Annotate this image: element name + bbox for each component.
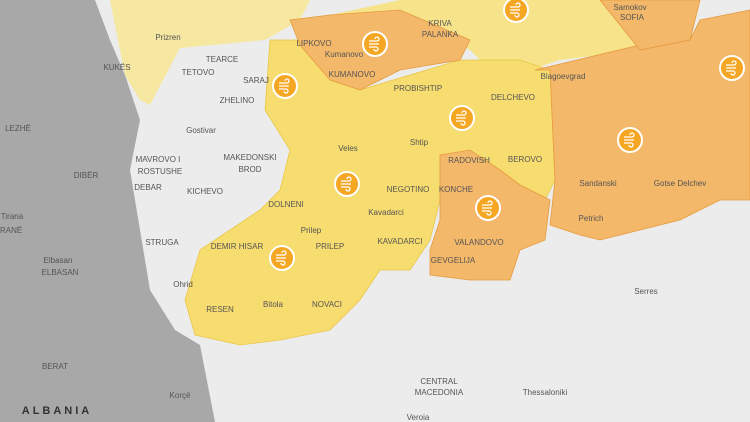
wind-glyph xyxy=(279,78,290,94)
place-label: MAKEDONSKI xyxy=(223,153,276,162)
place-label: SARAJ xyxy=(243,76,269,85)
place-label: Shtip xyxy=(410,138,429,147)
place-label: MAVROVO I xyxy=(136,155,181,164)
place-label: ROSTUSHE xyxy=(138,167,182,176)
place-label: Bitola xyxy=(263,300,284,309)
place-label: Tirana xyxy=(1,212,24,221)
wind-glyph xyxy=(341,176,352,192)
wind-glyph xyxy=(276,250,287,266)
place-label: BERAT xyxy=(42,362,68,371)
place-label: CENTRAL xyxy=(420,377,458,386)
place-label: KUMANOVO xyxy=(329,70,376,79)
wind-glyph xyxy=(624,132,635,148)
wind-glyph xyxy=(482,200,493,216)
place-label: Gotse Delchev xyxy=(654,179,706,188)
place-label: DEBAR xyxy=(134,183,162,192)
place-label: MACEDONIA xyxy=(415,388,464,397)
place-label: DEMIR HISAR xyxy=(211,242,264,251)
wind-glyph xyxy=(726,60,737,76)
place-label: IRANË xyxy=(0,226,22,235)
place-label: KONCHE xyxy=(439,185,473,194)
kosovo-area xyxy=(110,0,310,105)
place-label: Prizren xyxy=(155,33,180,42)
wind-glyph xyxy=(369,36,380,52)
albania-area xyxy=(0,0,215,422)
place-label: KAVADARCI xyxy=(377,237,422,246)
country-label: ALBANIA xyxy=(22,405,93,417)
place-label: KRIVA xyxy=(428,19,452,28)
place-label: STRUGA xyxy=(145,238,179,247)
orange-bulgaria xyxy=(534,9,750,241)
place-label: Sandanski xyxy=(579,179,617,188)
place-label: TETOVO xyxy=(182,68,215,77)
place-label: DELCHEVO xyxy=(491,93,535,102)
place-label: NOVACI xyxy=(312,300,342,309)
place-label: ZHELINO xyxy=(220,96,255,105)
place-label: NEGOTINO xyxy=(387,185,430,194)
place-label: Korçë xyxy=(170,391,191,400)
place-label: PROBISHTIP xyxy=(394,84,442,93)
place-label: Veroia xyxy=(407,413,430,422)
wind-glyph xyxy=(510,2,521,18)
wind-glyph xyxy=(456,110,467,126)
place-label: Gostivar xyxy=(186,126,216,135)
orange-sofia xyxy=(599,0,701,51)
place-label: Veles xyxy=(338,144,358,153)
place-label: Blagoevgrad xyxy=(541,72,586,81)
warning-icon xyxy=(503,0,529,23)
place-label: Kumanovo xyxy=(325,50,364,59)
place-label: Elbasan xyxy=(44,256,73,265)
place-label: PALANKA xyxy=(422,30,459,39)
place-label: RADOVISH xyxy=(448,156,490,165)
place-label: TEARCE xyxy=(206,55,238,64)
place-label: BROD xyxy=(238,165,261,174)
place-label: Ohrid xyxy=(173,280,193,289)
place-label: RESEN xyxy=(206,305,234,314)
place-label: DIBËR xyxy=(74,171,99,180)
place-label: Kavadarci xyxy=(368,208,404,217)
place-label: DOLNENI xyxy=(268,200,304,209)
place-label: KICHEVO xyxy=(187,187,223,196)
yellow-north xyxy=(300,0,640,70)
place-label: LEZHË xyxy=(5,124,31,133)
place-label: BEROVO xyxy=(508,155,542,164)
place-label: Thessaloniki xyxy=(523,388,568,397)
place-label: Serres xyxy=(634,287,658,296)
place-label: Petrich xyxy=(579,214,604,223)
place-label: LIPKOVO xyxy=(296,39,331,48)
place-label: GEVGELIJA xyxy=(431,256,476,265)
place-label: KUKËS xyxy=(103,63,130,72)
place-label: ELBASAN xyxy=(42,268,79,277)
place-label: PRILEP xyxy=(316,242,344,251)
place-label: SOFIA xyxy=(620,13,645,22)
place-label: Samokov xyxy=(613,3,646,12)
place-label: VALANDOVO xyxy=(454,238,503,247)
place-label: Prilep xyxy=(301,226,322,235)
